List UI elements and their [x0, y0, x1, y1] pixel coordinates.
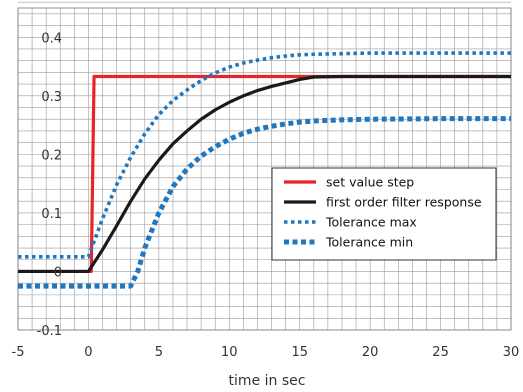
x-tick-label: 10: [221, 345, 238, 360]
series-line-2: [18, 74, 511, 274]
y-tick-label: -0.1: [37, 324, 62, 339]
x-tick-label: 5: [155, 345, 163, 360]
y-tick-label: 0.1: [41, 207, 62, 222]
legend-entry-label: Tolerance max: [325, 215, 417, 230]
y-tick-label: 0: [54, 265, 62, 280]
x-tick-label: 15: [291, 345, 308, 360]
x-tick-label: -5: [12, 345, 25, 360]
x-tick-label: 20: [362, 345, 379, 360]
series-lines: [18, 51, 511, 289]
x-tick-label: 0: [84, 345, 92, 360]
x-tick-label: 25: [432, 345, 449, 360]
legend-entry-label: Tolerance min: [325, 235, 413, 250]
y-tick-label: 0.4: [41, 31, 62, 46]
legend-entry-label: set value step: [326, 175, 414, 190]
plot-frame: [17, 7, 512, 331]
y-tick-label: 0.2: [41, 148, 62, 163]
series-line-3: [18, 51, 511, 259]
legend: set value step first order filter respons…: [271, 167, 497, 261]
x-tick-label: 30: [503, 345, 520, 360]
y-tick-labels: -0.1 0 0.1 0.2 0.3 0.4: [37, 31, 62, 339]
x-axis-label: time in sec: [229, 373, 306, 389]
y-tick-label: 0.3: [41, 90, 62, 105]
x-tick-labels: -5 0 5 10 15 20 25 30: [12, 345, 520, 360]
legend-entry-label: first order filter response: [326, 195, 482, 210]
